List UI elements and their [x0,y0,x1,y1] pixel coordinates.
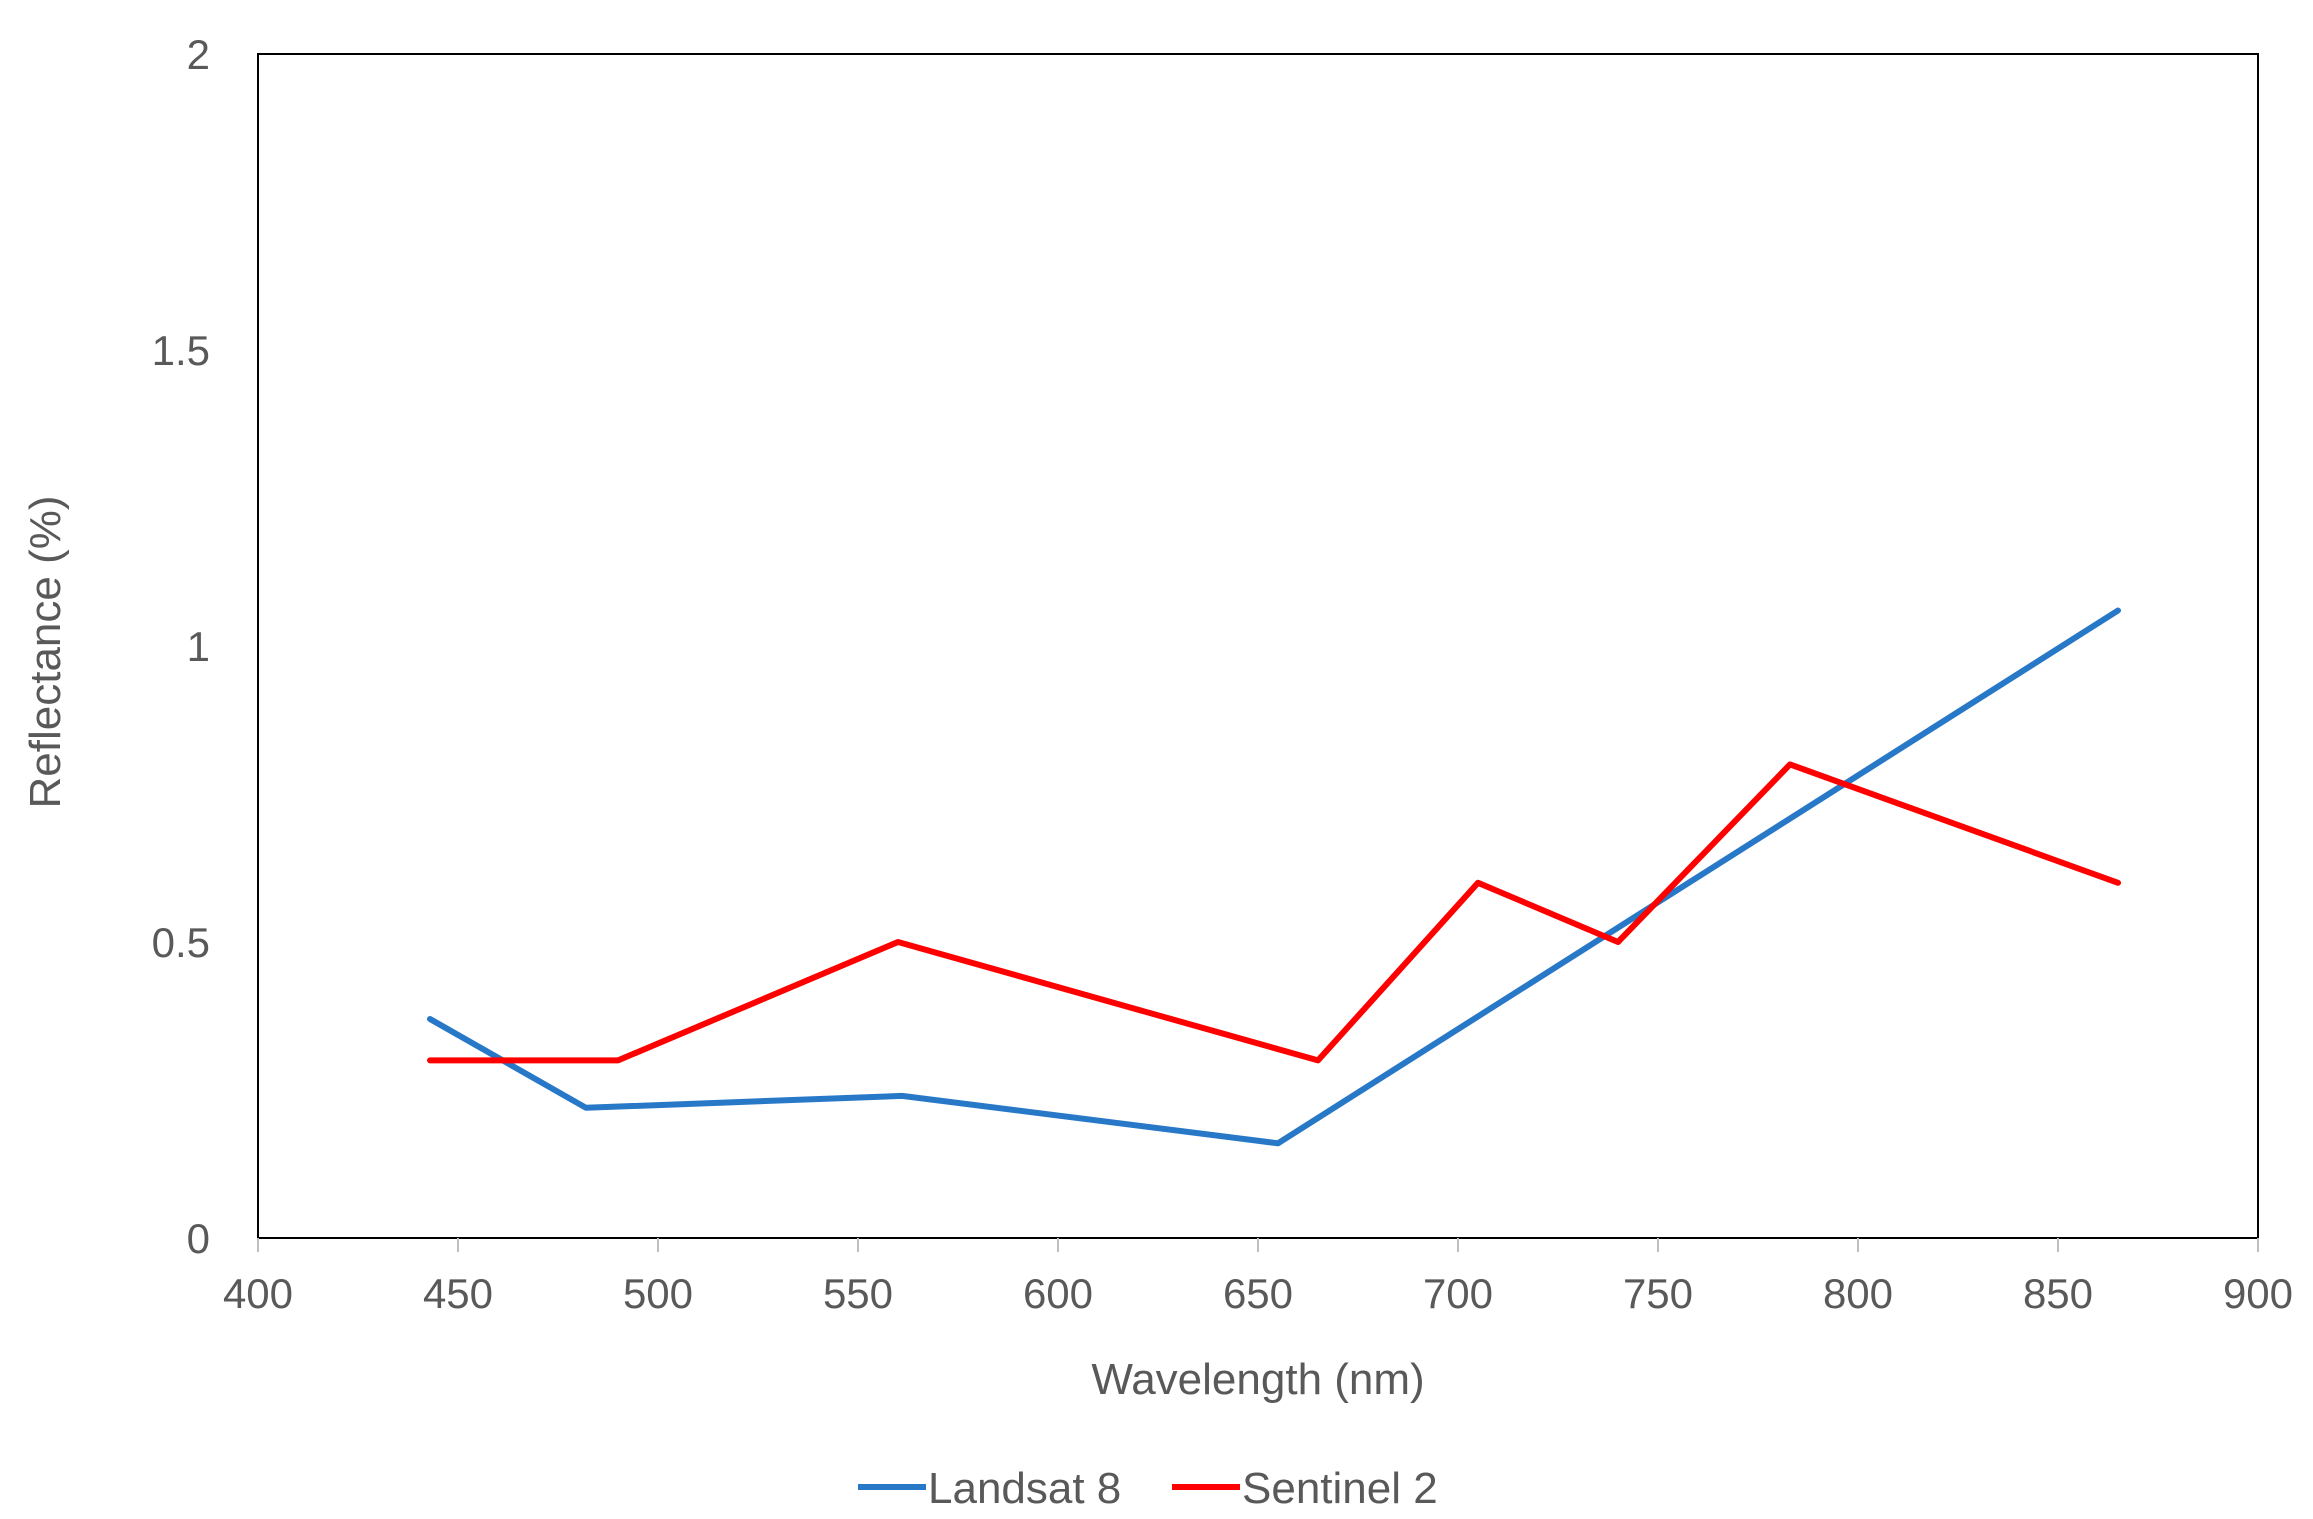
x-axis-title: Wavelength (nm) [1091,1355,1424,1404]
y-tick-label: 1.5 [152,327,210,374]
x-tick-label: 750 [1623,1270,1693,1317]
x-tick-label: 500 [623,1270,693,1317]
y-tick-label: 2 [187,31,210,78]
x-tick-label: 800 [1823,1270,1893,1317]
x-tick-label: 850 [2023,1270,2093,1317]
y-axis-title: Reflectance (%) [21,495,70,808]
x-tick-label: 400 [223,1270,293,1317]
x-tick-label: 900 [2223,1270,2293,1317]
series-line-1 [427,607,2121,1147]
x-tick-label: 450 [423,1270,493,1317]
y-tick-label: 1 [187,623,210,670]
series-layer [427,607,2121,1147]
legend-label-1: Landsat 8 [928,1464,1121,1513]
x-tick-label: 600 [1023,1270,1093,1317]
x-tick-label: 700 [1423,1270,1493,1317]
y-tick-label: 0 [187,1215,210,1262]
series-line-2 [427,761,2121,1064]
x-axis-ticks: 400 450 500 550 600 650 700 750 800 850 900 [223,1238,2293,1317]
x-tick-label: 550 [823,1270,893,1317]
y-axis-ticks: 0 0.5 1 1.5 2 [152,31,210,1262]
x-tick-label: 650 [1223,1270,1293,1317]
legend: Landsat 8 Sentinel 2 [858,1464,1438,1513]
y-tick-label: 0.5 [152,919,210,966]
legend-label-2: Sentinel 2 [1242,1464,1438,1513]
